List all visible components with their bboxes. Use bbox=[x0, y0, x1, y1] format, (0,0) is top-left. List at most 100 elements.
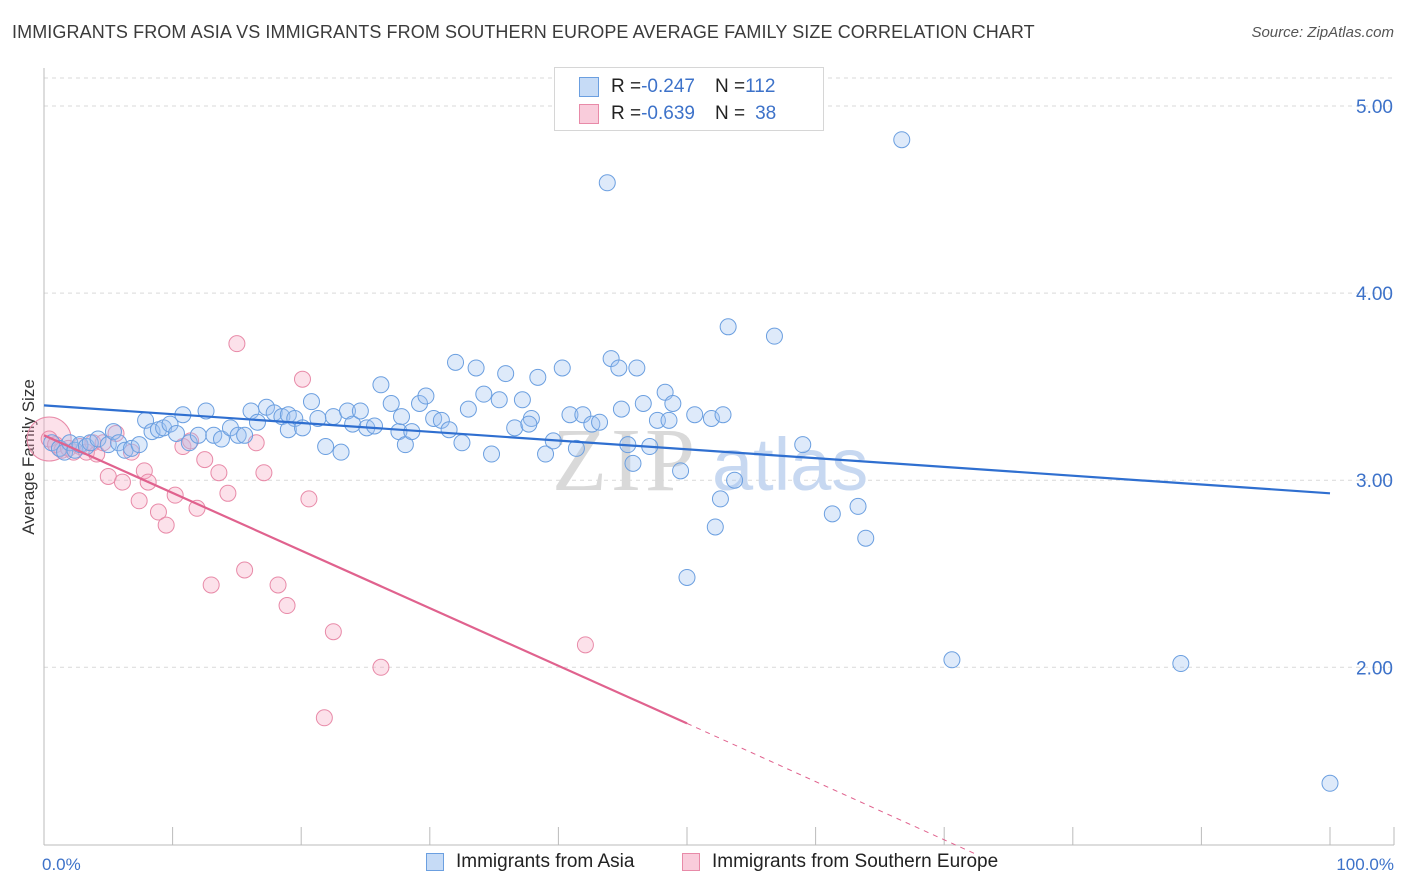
series-legend: Immigrants from Asia Immigrants from Sou… bbox=[0, 851, 1406, 879]
data-point-europe bbox=[278, 597, 296, 615]
data-point-asia bbox=[324, 408, 342, 426]
data-point-asia bbox=[205, 426, 223, 444]
data-point-asia bbox=[81, 434, 99, 452]
data-point-asia bbox=[686, 406, 704, 424]
data-point-europe bbox=[99, 467, 117, 485]
data-point-asia bbox=[453, 434, 471, 452]
legend-row-europe: R = -0.639 N = 38 bbox=[579, 101, 776, 127]
legend-n-label: N = bbox=[714, 76, 746, 97]
data-point-asia bbox=[648, 411, 666, 429]
chart-title: IMMIGRANTS FROM ASIA VS IMMIGRANTS FROM … bbox=[12, 22, 1035, 42]
legend-n-value-europe: 38 bbox=[755, 103, 777, 124]
data-point-europe bbox=[315, 709, 333, 727]
data-point-asia bbox=[537, 445, 555, 463]
data-point-europe bbox=[372, 658, 390, 676]
data-point-asia bbox=[302, 393, 320, 411]
data-point-asia bbox=[506, 419, 524, 437]
data-point-asia bbox=[248, 413, 266, 431]
data-point-europe bbox=[149, 503, 167, 521]
x-tick-label: 0.0% bbox=[42, 855, 81, 874]
data-point-asia bbox=[351, 402, 369, 420]
data-point-europe bbox=[113, 473, 131, 491]
grid-lines bbox=[44, 77, 1394, 668]
axes bbox=[43, 68, 1395, 846]
data-point-asia bbox=[467, 359, 485, 377]
data-point-asia bbox=[393, 408, 411, 426]
data-point-asia bbox=[726, 471, 744, 489]
data-point-asia bbox=[849, 497, 867, 515]
data-point-asia bbox=[624, 454, 642, 472]
legend-label-asia: Immigrants from Asia bbox=[456, 851, 635, 872]
x-tick-label: 100.0% bbox=[1336, 855, 1394, 874]
data-point-europe bbox=[236, 561, 254, 579]
legend-item-asia[interactable]: Immigrants from Asia bbox=[426, 851, 634, 873]
data-point-asia bbox=[417, 387, 435, 405]
legend-row-asia: R = -0.247 N = 112 bbox=[579, 74, 775, 100]
tick-labels: 2.00 3.00 4.00 5.00 0.0% 100.0% bbox=[42, 97, 1394, 874]
y-axis-label: Average Family Size bbox=[19, 379, 38, 535]
data-point-asia bbox=[711, 490, 729, 508]
series-asia bbox=[43, 131, 1339, 792]
data-point-europe bbox=[157, 516, 175, 534]
legend-n-value-asia: 112 bbox=[745, 76, 776, 97]
data-point-asia bbox=[229, 426, 247, 444]
data-point-asia bbox=[513, 391, 531, 409]
legend-r-label: R = bbox=[611, 76, 642, 97]
data-point-asia bbox=[447, 353, 465, 371]
trend-lines bbox=[43, 404, 1331, 855]
legend-r-value-europe: -0.639 bbox=[641, 103, 695, 124]
data-point-asia bbox=[823, 505, 841, 523]
data-point-europe bbox=[324, 623, 342, 641]
trend-line-europe bbox=[43, 434, 688, 725]
data-point-asia bbox=[794, 436, 812, 454]
data-point-europe bbox=[293, 370, 311, 388]
data-point-asia bbox=[279, 421, 297, 439]
data-point-asia bbox=[366, 417, 384, 435]
data-point-asia bbox=[529, 368, 547, 386]
data-point-asia bbox=[189, 426, 207, 444]
data-point-asia bbox=[574, 406, 592, 424]
watermark-atlas: atlas bbox=[712, 423, 868, 506]
data-point-asia bbox=[440, 421, 458, 439]
data-point-europe bbox=[255, 464, 273, 482]
data-point-europe bbox=[202, 576, 220, 594]
data-point-asia bbox=[197, 402, 215, 420]
data-point-europe bbox=[228, 335, 246, 353]
series-southern-europe bbox=[26, 335, 594, 727]
data-point-asia bbox=[612, 400, 630, 418]
data-point-asia bbox=[89, 430, 107, 448]
data-point-asia bbox=[372, 376, 390, 394]
trend-line-asia bbox=[43, 404, 1331, 495]
legend-r-label: R = bbox=[611, 103, 642, 124]
data-point-europe bbox=[300, 490, 318, 508]
data-point-asia bbox=[382, 395, 400, 413]
data-point-asia bbox=[561, 406, 579, 424]
data-point-europe bbox=[269, 576, 287, 594]
data-point-asia bbox=[317, 438, 335, 456]
data-point-asia bbox=[483, 445, 501, 463]
data-point-asia bbox=[714, 406, 732, 424]
data-point-asia bbox=[678, 568, 696, 586]
data-point-asia bbox=[122, 439, 140, 457]
y-tick-label: 5.00 bbox=[1356, 97, 1393, 118]
data-point-asia bbox=[520, 415, 538, 433]
data-point-asia bbox=[765, 327, 783, 345]
y-tick-label: 2.00 bbox=[1356, 658, 1393, 679]
data-point-europe bbox=[188, 499, 206, 517]
data-point-asia bbox=[99, 436, 117, 454]
data-point-asia bbox=[660, 411, 678, 429]
data-point-europe bbox=[210, 464, 228, 482]
data-point-asia bbox=[338, 402, 356, 420]
data-point-asia bbox=[610, 359, 628, 377]
legend-label-europe: Immigrants from Southern Europe bbox=[712, 851, 999, 872]
data-point-asia bbox=[672, 462, 690, 480]
legend-r-value-asia: -0.247 bbox=[641, 76, 695, 97]
data-point-asia bbox=[344, 415, 362, 433]
y-tick-label: 3.00 bbox=[1356, 471, 1393, 492]
data-point-europe bbox=[219, 484, 237, 502]
stats-legend: R = -0.247 N = 112 R = -0.639 N = 38 bbox=[554, 67, 824, 131]
legend-item-europe[interactable]: Immigrants from Southern Europe bbox=[682, 851, 998, 873]
trend-line-europe-extension bbox=[686, 722, 977, 855]
data-point-asia bbox=[1172, 655, 1190, 673]
